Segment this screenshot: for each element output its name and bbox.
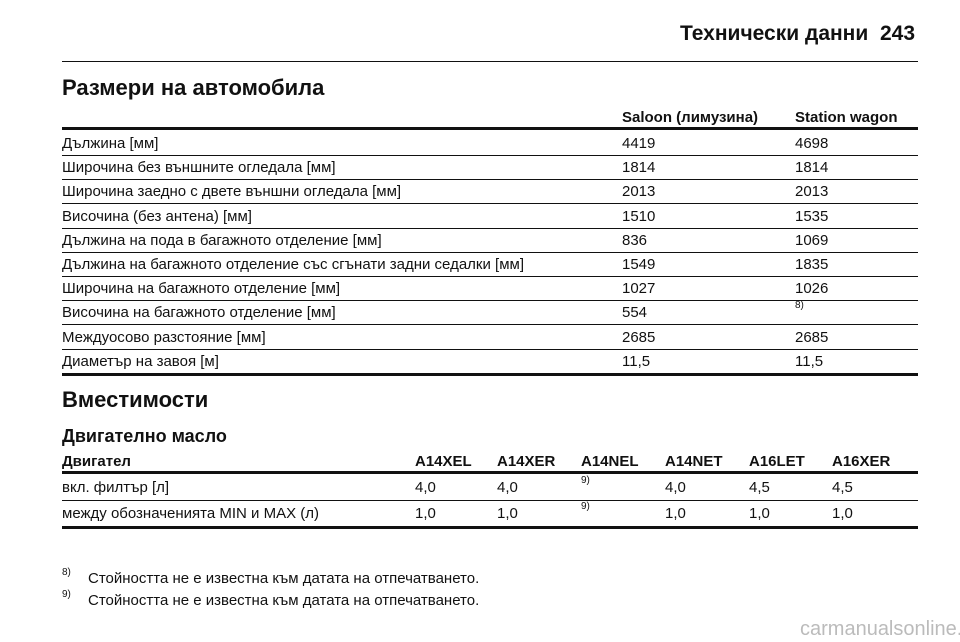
column-header: A14XER xyxy=(497,453,556,470)
table-cell: Дължина [мм] xyxy=(62,135,159,152)
watermark: carmanualsonline.info xyxy=(800,618,960,640)
footnote-ref: 9) xyxy=(581,501,590,512)
table-cell: 1510 xyxy=(622,207,656,225)
table-cell: Широчина на багажното отделение [мм] xyxy=(62,280,341,298)
table-cell: 1535 xyxy=(795,207,829,225)
table-cell: 1549 xyxy=(622,256,656,273)
column-header: Station wagon xyxy=(795,109,898,126)
table-cell: 11,5 xyxy=(795,352,824,370)
table-cell: 1026 xyxy=(795,280,829,298)
table-cell: 1814 xyxy=(622,159,656,177)
table-cell: 1069 xyxy=(795,231,829,249)
page-number: 243 xyxy=(880,22,916,45)
table-rule xyxy=(62,500,918,501)
table-cell: Междуосово разстояние [мм] xyxy=(62,328,266,346)
table-cell: Височина (без антена) [мм] xyxy=(62,207,252,225)
column-header: A14NEL xyxy=(581,453,639,470)
table-cell: между обозначенията MIN и MAX (л) xyxy=(62,505,319,522)
table-rule xyxy=(62,203,918,205)
table-cell: 11,5 xyxy=(622,352,651,370)
table-rule xyxy=(62,155,918,156)
table-cell: Широчина без външните огледала [мм] xyxy=(62,159,336,177)
table-cell: 4,5 xyxy=(832,479,853,496)
column-header: A14NET xyxy=(665,453,723,470)
table-cell: 4419 xyxy=(622,135,656,152)
footnote-ref: 8) xyxy=(795,300,804,312)
table-cell: 1027 xyxy=(622,280,656,298)
table-cell: 1,0 xyxy=(832,505,853,522)
table-cell: 2685 xyxy=(795,328,829,346)
table-cell: 1,0 xyxy=(415,505,436,522)
table-rule xyxy=(62,526,918,529)
table-rule xyxy=(62,372,918,376)
table-cell: 4,5 xyxy=(749,479,770,496)
running-title: Технически данни xyxy=(680,22,869,45)
section-title: Размери на автомобила xyxy=(62,75,325,100)
footnote-mark: 9) xyxy=(62,589,71,600)
footnote-text: Стойността не е известна към датата на о… xyxy=(88,592,480,609)
table-rule xyxy=(62,127,918,130)
table-cell: Дължина на багажното отделение със сгъна… xyxy=(62,256,524,273)
table-cell: 836 xyxy=(622,231,648,249)
table-cell: 4,0 xyxy=(497,479,518,496)
column-header: A14XEL xyxy=(415,453,472,470)
table-cell: Диаметър на завоя [м] xyxy=(62,352,219,370)
table-cell: 1,0 xyxy=(497,505,518,522)
subsection-title: Двигателно масло xyxy=(62,426,227,446)
table-cell: 1,0 xyxy=(665,505,686,522)
table-cell: 1814 xyxy=(795,159,829,177)
header-rule xyxy=(62,61,918,62)
table-rule xyxy=(62,348,918,350)
table-rule xyxy=(62,324,918,326)
table-cell: 4,0 xyxy=(415,479,436,496)
column-header: Saloon (лимузина) xyxy=(622,109,759,126)
table-rule xyxy=(62,251,918,253)
footnote-ref: 9) xyxy=(581,475,590,486)
table-cell: 1835 xyxy=(795,256,829,273)
table-cell: 1,0 xyxy=(749,505,770,522)
footnote-text: Стойността не е известна към датата на о… xyxy=(88,570,480,587)
table-rule xyxy=(62,276,918,277)
table-rule xyxy=(62,471,918,474)
table-rule xyxy=(62,300,918,302)
table-cell: 2013 xyxy=(795,183,829,201)
table-rule xyxy=(62,227,918,229)
table-cell: вкл. филтър [л] xyxy=(62,479,170,496)
section-title: Вместимости xyxy=(62,387,209,412)
table-cell: 4698 xyxy=(795,135,829,152)
column-header: A16XER xyxy=(832,453,891,470)
table-cell: 2013 xyxy=(622,183,656,201)
table-cell: Дължина на пода в багажното отделение [м… xyxy=(62,231,382,249)
table-cell: 4,0 xyxy=(665,479,686,496)
table-cell: Височина на багажното отделение [мм] xyxy=(62,304,336,322)
column-header: A16LET xyxy=(749,453,805,470)
table-cell: 554 xyxy=(622,304,648,322)
table-cell: Широчина заедно с двете външни огледала … xyxy=(62,183,402,201)
table-rule xyxy=(62,179,918,181)
footnote-mark: 8) xyxy=(62,567,71,578)
table-cell: 2685 xyxy=(622,328,656,346)
column-header: Двигател xyxy=(62,453,131,470)
